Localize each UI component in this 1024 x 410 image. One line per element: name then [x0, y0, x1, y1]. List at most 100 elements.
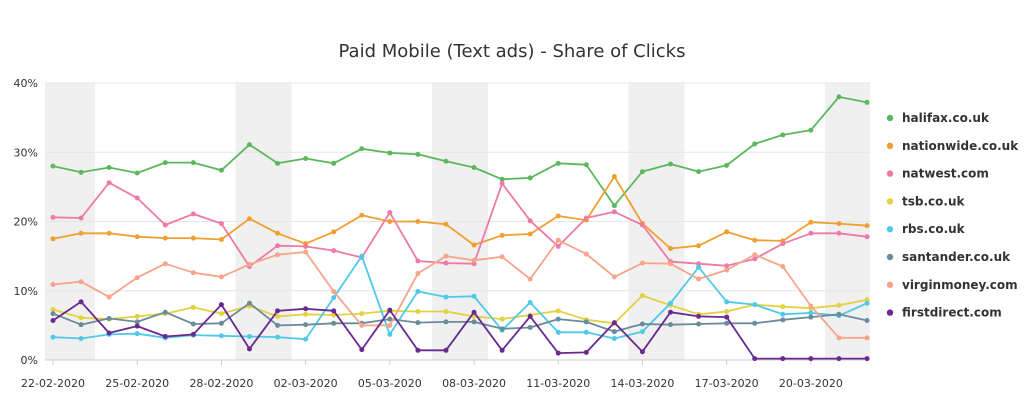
data-point [303, 155, 309, 161]
data-point [50, 214, 56, 220]
legend-item[interactable]: firstdirect.com [886, 306, 1002, 320]
data-point [78, 230, 84, 236]
data-point [555, 237, 561, 243]
data-point [752, 302, 758, 308]
legend-item[interactable]: natwest.com [886, 167, 989, 181]
legend-item[interactable]: rbs.co.uk [886, 222, 966, 236]
data-point [246, 261, 252, 267]
data-point [275, 313, 281, 319]
data-point [808, 230, 814, 236]
legend-label: natwest.com [902, 167, 989, 181]
data-point [190, 160, 196, 166]
data-point [50, 318, 56, 324]
y-tick-label: 0% [21, 354, 38, 367]
data-point [443, 253, 449, 259]
x-tick-label: 20-03-2020 [779, 377, 843, 390]
data-point [499, 326, 505, 332]
data-point [218, 274, 224, 280]
data-point [50, 163, 56, 169]
data-point [134, 319, 140, 325]
legend-marker [886, 253, 894, 261]
data-point [134, 331, 140, 337]
data-point [50, 306, 56, 312]
data-point [275, 334, 281, 340]
data-point [443, 294, 449, 300]
data-point [162, 160, 168, 166]
data-point [162, 222, 168, 228]
data-point [106, 315, 112, 321]
data-point [780, 264, 786, 270]
gridlines [45, 82, 870, 361]
legend-marker [886, 281, 894, 288]
data-point [555, 243, 561, 249]
data-point [752, 252, 758, 258]
legend-item[interactable]: halifax.co.uk [886, 111, 990, 125]
legend-item[interactable]: tsb.co.uk [886, 194, 966, 208]
data-point [696, 313, 702, 319]
legend-label: virginmoney.com [902, 278, 1018, 292]
data-point [499, 316, 505, 322]
data-point [134, 170, 140, 176]
data-point [724, 263, 730, 269]
data-point [303, 336, 309, 342]
data-point [639, 222, 645, 228]
data-point [415, 258, 421, 264]
data-point [808, 310, 814, 316]
data-point [275, 230, 281, 236]
data-point [471, 319, 477, 325]
series-line [52, 300, 867, 360]
legend-label: firstdirect.com [902, 306, 1002, 320]
data-point [78, 299, 84, 305]
data-point [836, 335, 842, 341]
data-point [275, 308, 281, 314]
data-point [275, 243, 281, 249]
data-point [611, 329, 617, 335]
data-point [162, 309, 168, 315]
data-point [387, 322, 393, 328]
data-point [471, 293, 477, 299]
x-tick-label: 28-02-2020 [189, 377, 253, 390]
data-point [668, 309, 674, 315]
data-point [275, 322, 281, 328]
legend-item[interactable]: santander.co.uk [886, 250, 1011, 264]
data-point [303, 322, 309, 328]
data-point [639, 260, 645, 266]
x-tick-label: 11-03-2020 [526, 377, 590, 390]
data-point [246, 142, 252, 148]
data-point [387, 316, 393, 322]
data-point [471, 242, 477, 248]
data-point [415, 288, 421, 294]
data-point [668, 246, 674, 252]
legend-item[interactable]: virginmoney.com [886, 278, 1018, 292]
data-point [415, 219, 421, 224]
data-point [611, 274, 617, 280]
data-point [668, 161, 674, 167]
data-point [415, 347, 421, 353]
legend-item[interactable]: nationwide.co.uk [886, 139, 1019, 153]
data-point [190, 211, 196, 217]
x-tick-label: 05-03-2020 [358, 377, 422, 390]
data-point [527, 231, 533, 237]
data-point [134, 234, 140, 240]
legend[interactable]: halifax.co.uk nationwide.co.uk natwest.com… [886, 111, 1019, 320]
data-point [752, 356, 758, 362]
legend-label: nationwide.co.uk [902, 139, 1019, 153]
data-point [611, 173, 617, 179]
data-point [387, 331, 393, 337]
data-point [808, 127, 814, 133]
data-point [359, 311, 365, 317]
data-point [359, 212, 365, 218]
data-point [527, 218, 533, 224]
data-point [780, 311, 786, 317]
data-point [555, 213, 561, 219]
data-point [106, 180, 112, 186]
data-point [331, 320, 337, 326]
data-point [218, 237, 224, 243]
data-point [443, 158, 449, 164]
series-virginmoney.com [50, 237, 870, 341]
y-axis: 0% 10% 20% 30% 40% [14, 77, 38, 367]
data-point [724, 314, 730, 320]
data-point [808, 356, 814, 362]
